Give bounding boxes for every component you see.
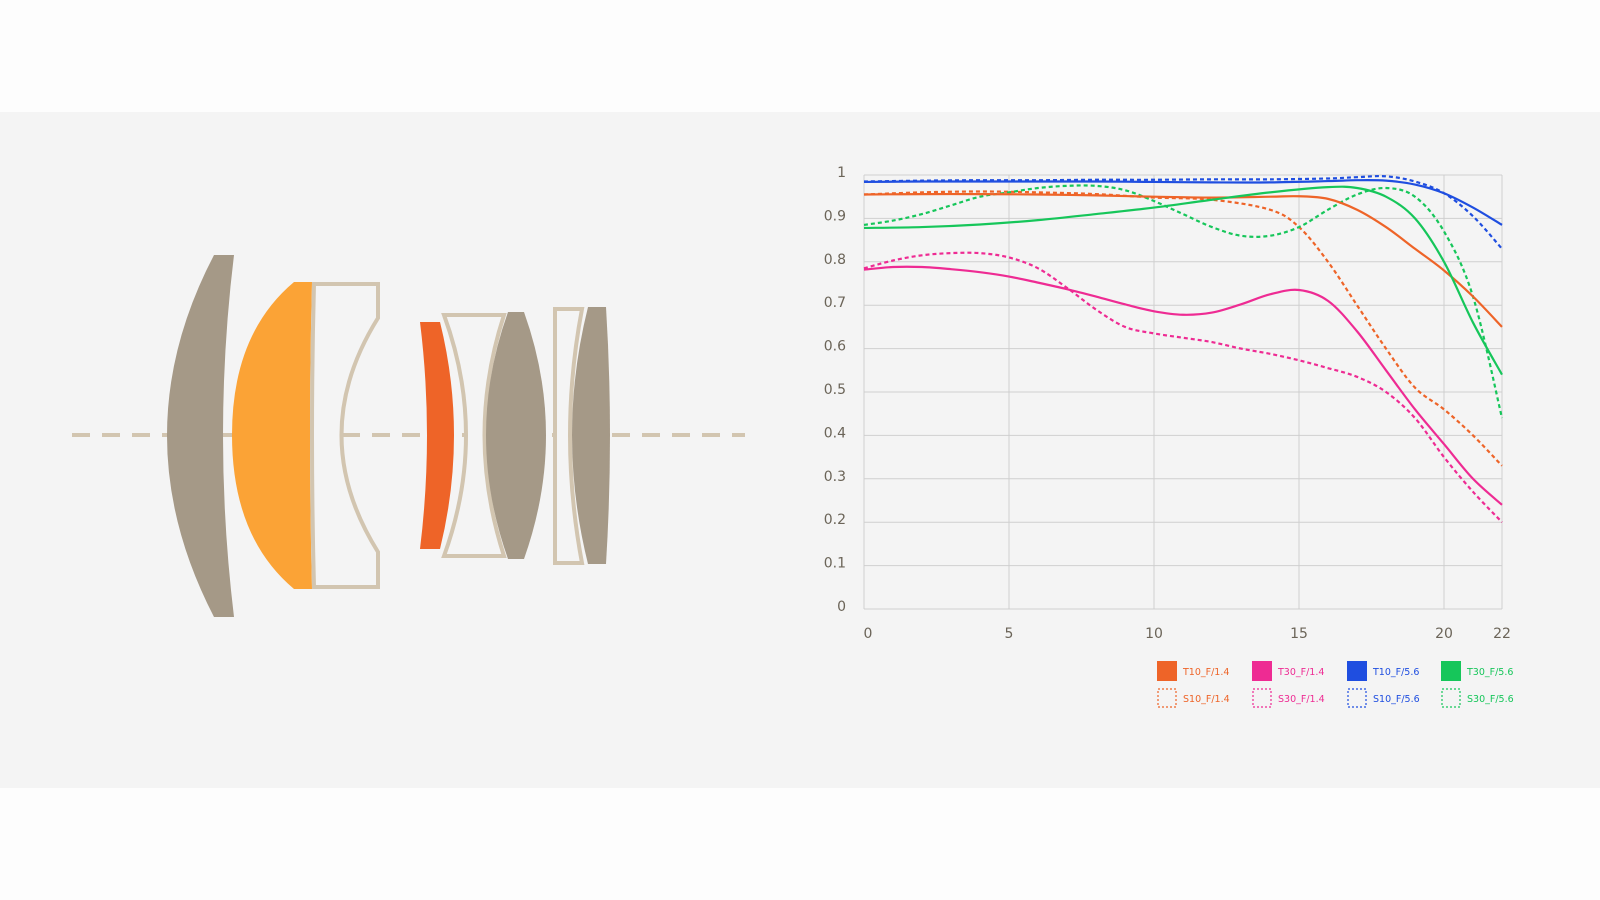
x-tick-label: 15: [1290, 626, 1308, 642]
y-tick-label: 1: [837, 165, 846, 181]
series-line-s10-f-5-6: [863, 174, 1503, 250]
x-tick-label: 0: [864, 626, 873, 642]
lens-element-8: [572, 307, 610, 564]
y-tick-label: 0.5: [824, 382, 846, 398]
figure-panel: 0 0.1 0.2 0.3 0.4 0.5 0.6 0.7 0.8 0.9 1 0 5 10 15 20 22…: [0, 112, 1600, 788]
legend-label: S30_F/1.4: [1278, 694, 1325, 705]
series-line-t10-f-5-6: [863, 179, 1503, 226]
chart-series: [863, 174, 1504, 523]
series-line-t30-f-5-6: [863, 185, 1503, 376]
lens-element-4: [420, 322, 454, 549]
chart-legend: T10_F/1.4 T30_F/1.4 T10_F/5.6 T30_F/5.6 S10_…: [1157, 661, 1514, 708]
lens-element-7: [553, 307, 585, 565]
y-tick-label: 0.9: [824, 208, 846, 224]
y-tick-label: 0.4: [824, 425, 846, 441]
y-tick-label: 0: [837, 599, 846, 615]
lens-element-2: [232, 282, 312, 589]
y-tick-label: 0.7: [824, 295, 846, 311]
legend-label: T10_F/1.4: [1182, 667, 1229, 678]
series-line-t10-f-1-4: [863, 192, 1503, 328]
legend-swatch: [1347, 688, 1367, 708]
series-line-s30-f-5-6: [863, 184, 1504, 419]
legend-label: T30_F/5.6: [1466, 667, 1513, 678]
legend-swatch: [1157, 661, 1177, 681]
y-tick-label: 0.6: [824, 339, 846, 355]
legend-swatch: [1441, 661, 1461, 681]
legend-swatch: [1347, 661, 1367, 681]
lens-element-5: [441, 313, 507, 558]
series-line-s10-f-1-4: [863, 190, 1503, 467]
legend-swatch: [1252, 688, 1272, 708]
lens-elements: [167, 255, 610, 617]
x-tick-label: 10: [1145, 626, 1163, 642]
x-tick-label: 22: [1493, 626, 1511, 642]
y-tick-label: 0.8: [824, 252, 846, 268]
legend-label: T10_F/5.6: [1372, 667, 1419, 678]
legend-swatch: [1441, 688, 1461, 708]
y-axis-ticks: 0 0.1 0.2 0.3 0.4 0.5 0.6 0.7 0.8 0.9 1: [824, 165, 846, 615]
legend-label: S10_F/1.4: [1183, 694, 1230, 705]
lens-diagram: [72, 255, 745, 617]
legend-label: S30_F/5.6: [1467, 694, 1514, 705]
legend-label: T30_F/1.4: [1277, 667, 1324, 678]
x-tick-label: 20: [1435, 626, 1453, 642]
lens-element-1: [167, 255, 234, 617]
series-line-s30-f-1-4: [863, 251, 1503, 523]
x-tick-label: 5: [1005, 626, 1014, 642]
legend-label: S10_F/5.6: [1373, 694, 1420, 705]
mtf-chart: 0 0.1 0.2 0.3 0.4 0.5 0.6 0.7 0.8 0.9 1 0 5 10 15 20 22…: [824, 165, 1514, 708]
legend-swatch: [1252, 661, 1272, 681]
chart-grid: [863, 174, 1503, 610]
series-line-t30-f-1-4: [863, 265, 1503, 506]
y-tick-label: 0.1: [824, 556, 846, 572]
legend-swatch: [1157, 688, 1177, 708]
lens-element-6: [486, 312, 546, 559]
y-tick-label: 0.2: [824, 512, 846, 528]
x-axis-ticks: 0 5 10 15 20 22: [864, 626, 1511, 642]
lens-element-3: [310, 282, 380, 589]
y-tick-label: 0.3: [824, 469, 846, 485]
